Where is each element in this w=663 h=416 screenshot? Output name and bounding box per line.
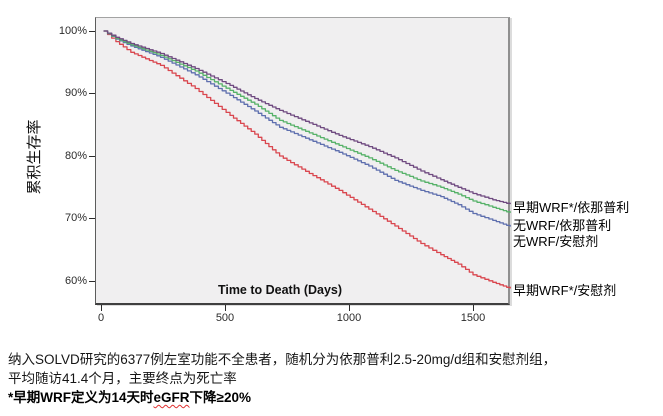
y-tick-label-60: 60% [64,275,87,287]
x-tick-label-0: 0 [97,312,105,324]
footnote-egfr-term: eGFR [153,390,190,405]
footnote-suffix: 下降≥20% [189,390,251,405]
y-tick-mark-70 [89,218,95,219]
curve-label-no-wrf-placebo: 无WRF/安慰剂 [513,234,599,249]
footnote-prefix: *早期WRF定义为14天时 [8,390,154,405]
curve-label-no-wrf-enalapril: 无WRF/依那普利 [513,218,612,233]
x-tick-mark-1000 [349,305,350,311]
x-tick-mark-0 [101,305,102,311]
curve-label-early-wrf-placebo: 早期WRF*/安慰剂 [513,283,617,298]
plot-area [95,17,510,305]
figure-caption: 纳入SOLVD研究的6377例左室功能不全患者，随机分为依那普利2.5-20mg… [8,350,660,407]
y-tick-label-80: 80% [64,150,87,162]
caption-footnote: *早期WRF定义为14天时eGFR下降≥20% [8,388,660,407]
x-axis-title: Time to Death (Days) [217,283,343,297]
y-tick-mark-90 [89,93,95,94]
curve-label-early-wrf-enalapril: 早期WRF*/依那普利 [513,200,630,215]
y-tick-label-70: 70% [64,212,87,224]
x-tick-label-1000: 1000 [336,312,362,324]
y-tick-mark-100 [89,31,95,32]
caption-line-2: 平均随访41.4个月，主要终点为死亡率 [8,371,237,386]
x-tick-mark-500 [225,305,226,311]
y-tick-mark-80 [89,156,95,157]
y-axis-title: 累积生存率 [26,119,43,195]
x-tick-label-1500: 1500 [460,312,486,324]
caption-line-1: 纳入SOLVD研究的6377例左室功能不全患者，随机分为依那普利2.5-20mg… [8,352,557,367]
y-tick-label-100: 100% [58,25,87,37]
x-tick-mark-1500 [473,305,474,311]
y-tick-mark-60 [89,281,95,282]
x-tick-label-500: 500 [215,312,235,324]
y-tick-label-90: 90% [64,87,87,99]
